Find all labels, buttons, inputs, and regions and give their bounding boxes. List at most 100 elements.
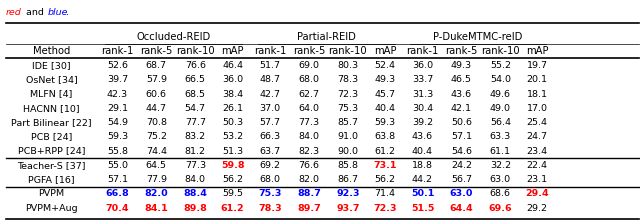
Text: 90.0: 90.0 xyxy=(337,147,358,156)
Text: 29.2: 29.2 xyxy=(527,204,548,213)
Text: 63.0: 63.0 xyxy=(490,175,511,184)
Text: 32.2: 32.2 xyxy=(490,161,511,170)
Text: 40.4: 40.4 xyxy=(374,104,396,113)
Text: 54.6: 54.6 xyxy=(451,147,472,156)
Text: 42.3: 42.3 xyxy=(107,90,128,99)
Text: 68.7: 68.7 xyxy=(146,61,167,70)
Text: 25.4: 25.4 xyxy=(527,118,548,127)
Text: PCB+RPP [24]: PCB+RPP [24] xyxy=(18,147,85,156)
Text: 82.0: 82.0 xyxy=(145,189,168,198)
Text: 36.0: 36.0 xyxy=(222,75,243,84)
Text: rank-5: rank-5 xyxy=(292,46,325,56)
Text: mAP: mAP xyxy=(374,46,396,56)
Text: 63.0: 63.0 xyxy=(450,189,473,198)
Text: 61.2: 61.2 xyxy=(374,147,396,156)
Text: 19.7: 19.7 xyxy=(527,61,548,70)
Text: 76.6: 76.6 xyxy=(185,61,206,70)
Text: 49.3: 49.3 xyxy=(374,75,396,84)
Text: rank-10: rank-10 xyxy=(328,46,367,56)
Text: 84.0: 84.0 xyxy=(185,175,206,184)
Text: 86.7: 86.7 xyxy=(337,175,358,184)
Text: 72.3: 72.3 xyxy=(373,204,397,213)
Text: 44.7: 44.7 xyxy=(146,104,167,113)
Text: 77.9: 77.9 xyxy=(146,175,167,184)
Text: 93.7: 93.7 xyxy=(336,204,360,213)
Text: 75.2: 75.2 xyxy=(146,132,167,141)
Text: 55.0: 55.0 xyxy=(107,161,128,170)
Text: 52.4: 52.4 xyxy=(374,61,396,70)
Text: PCB [24]: PCB [24] xyxy=(31,132,72,141)
Text: OsNet [34]: OsNet [34] xyxy=(26,75,77,84)
Text: rank-5: rank-5 xyxy=(445,46,477,56)
Text: 45.7: 45.7 xyxy=(374,90,396,99)
Text: 66.8: 66.8 xyxy=(106,189,129,198)
Text: 59.3: 59.3 xyxy=(374,118,396,127)
Text: 54.7: 54.7 xyxy=(185,104,206,113)
Text: 63.7: 63.7 xyxy=(259,147,280,156)
Text: 60.6: 60.6 xyxy=(146,90,167,99)
Text: 77.3: 77.3 xyxy=(185,161,206,170)
Text: MLFN [4]: MLFN [4] xyxy=(31,90,73,99)
Text: 64.5: 64.5 xyxy=(146,161,167,170)
Text: 68.0: 68.0 xyxy=(298,75,319,84)
Text: 46.5: 46.5 xyxy=(451,75,472,84)
Text: 24.2: 24.2 xyxy=(451,161,472,170)
Text: Teacher-S [37]: Teacher-S [37] xyxy=(17,161,86,170)
Text: 80.3: 80.3 xyxy=(337,61,358,70)
Text: 76.6: 76.6 xyxy=(298,161,319,170)
Text: 39.2: 39.2 xyxy=(412,118,433,127)
Text: 50.3: 50.3 xyxy=(222,118,243,127)
Text: 49.0: 49.0 xyxy=(490,104,511,113)
Text: 43.6: 43.6 xyxy=(412,132,433,141)
Text: 57.9: 57.9 xyxy=(146,75,167,84)
Text: 75.3: 75.3 xyxy=(259,189,282,198)
Text: 69.2: 69.2 xyxy=(259,161,280,170)
Text: 81.2: 81.2 xyxy=(185,147,206,156)
Text: 57.7: 57.7 xyxy=(259,118,280,127)
Text: rank-5: rank-5 xyxy=(140,46,173,56)
Text: blue: blue xyxy=(47,8,68,17)
Text: 23.1: 23.1 xyxy=(527,175,548,184)
Text: mAP: mAP xyxy=(221,46,244,56)
Text: HACNN [10]: HACNN [10] xyxy=(23,104,80,113)
Text: 61.2: 61.2 xyxy=(221,204,244,213)
Text: 88.7: 88.7 xyxy=(297,189,321,198)
Text: 53.2: 53.2 xyxy=(222,132,243,141)
Text: Occluded-REID: Occluded-REID xyxy=(137,32,211,42)
Text: 82.3: 82.3 xyxy=(298,147,319,156)
Text: 43.6: 43.6 xyxy=(451,90,472,99)
Text: 48.7: 48.7 xyxy=(259,75,280,84)
Text: 20.1: 20.1 xyxy=(527,75,548,84)
Text: 68.5: 68.5 xyxy=(185,90,206,99)
Text: 69.0: 69.0 xyxy=(298,61,319,70)
Text: 73.1: 73.1 xyxy=(373,161,397,170)
Text: 71.4: 71.4 xyxy=(374,189,396,198)
Text: 84.1: 84.1 xyxy=(145,204,168,213)
Text: 31.3: 31.3 xyxy=(412,90,433,99)
Text: 57.1: 57.1 xyxy=(451,132,472,141)
Text: 59.5: 59.5 xyxy=(222,189,243,198)
Text: and: and xyxy=(24,8,47,17)
Text: 42.1: 42.1 xyxy=(451,104,472,113)
Text: PVPM+Aug: PVPM+Aug xyxy=(26,204,78,213)
Text: 74.4: 74.4 xyxy=(146,147,167,156)
Text: 22.4: 22.4 xyxy=(527,161,548,170)
Text: 85.7: 85.7 xyxy=(337,118,358,127)
Text: 50.1: 50.1 xyxy=(411,189,434,198)
Text: 54.9: 54.9 xyxy=(107,118,128,127)
Text: 59.3: 59.3 xyxy=(107,132,128,141)
Text: 39.7: 39.7 xyxy=(107,75,128,84)
Text: 85.8: 85.8 xyxy=(337,161,358,170)
Text: 29.1: 29.1 xyxy=(107,104,128,113)
Text: 68.6: 68.6 xyxy=(490,189,511,198)
Text: PGFA [16]: PGFA [16] xyxy=(28,175,75,184)
Text: 70.4: 70.4 xyxy=(106,204,129,213)
Text: 83.2: 83.2 xyxy=(185,132,206,141)
Text: .: . xyxy=(67,8,70,17)
Text: 68.0: 68.0 xyxy=(259,175,280,184)
Text: 92.3: 92.3 xyxy=(336,189,360,198)
Text: rank-1: rank-1 xyxy=(101,46,134,56)
Text: mAP: mAP xyxy=(526,46,548,56)
Text: 54.0: 54.0 xyxy=(490,75,511,84)
Text: 51.5: 51.5 xyxy=(411,204,434,213)
